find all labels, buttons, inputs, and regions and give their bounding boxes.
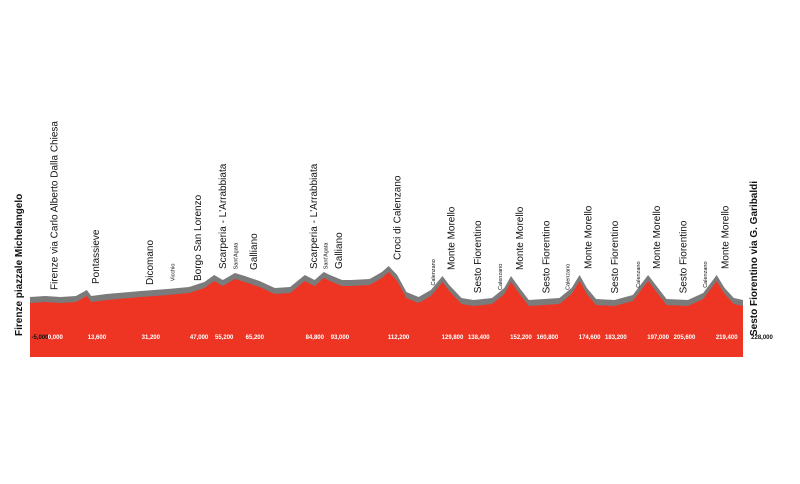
place-label: Sesto Fiorentino <box>473 220 484 293</box>
place-label: Sesto Fiorentino <box>541 220 552 293</box>
distance-label: 160,800 <box>537 335 559 341</box>
distance-label: 138,400 <box>468 335 490 341</box>
distance-label: 84,800 <box>306 335 325 341</box>
place-label: Scarperia - L'Arrabbiata <box>309 163 320 269</box>
place-label: Dicomano <box>145 240 156 285</box>
distance-label: 0,000 <box>48 335 64 341</box>
place-label: Borgo San Lorenzo <box>193 194 204 281</box>
place-label: Sesto Fiorentino <box>679 220 690 293</box>
distance-label: 93,000 <box>331 335 350 341</box>
place-label: Galliano <box>334 232 345 269</box>
place-label: Galliano <box>249 233 260 270</box>
distance-label: 31,200 <box>142 335 161 341</box>
place-label: Calenzano <box>703 262 709 288</box>
distance-label: 112,200 <box>388 335 410 341</box>
distance-label: 47,000 <box>190 335 209 341</box>
place-label: Sant'Agata <box>233 242 239 270</box>
distance-label: 174,600 <box>579 335 601 341</box>
distance-label: 55,200 <box>215 335 234 341</box>
place-label: Firenze via Carlo Alberto Dalla Chiesa <box>49 121 60 290</box>
distance-label: 152,200 <box>510 335 532 341</box>
distance-label: 129,800 <box>442 335 464 341</box>
place-label: Monte Morello <box>515 206 526 270</box>
place-label: Sesto Fiorentino <box>610 220 621 293</box>
profile-area <box>30 272 743 357</box>
place-label: Calenzano <box>636 262 642 288</box>
distance-label: 205,600 <box>674 335 696 341</box>
place-label: Scarperia - L'Arrabbiata <box>218 163 229 269</box>
place-label: Calenzano <box>565 264 571 290</box>
distance-label: -5,000 <box>31 335 49 341</box>
distance-label: 13,600 <box>88 335 107 341</box>
place-label: Monte Morello <box>652 205 663 269</box>
place-label: Firenze piazzale Michelangelo <box>14 194 25 336</box>
distance-label: 197,000 <box>647 335 669 341</box>
place-label: Monte Morello <box>584 205 595 269</box>
place-label: Sant'Agata <box>324 242 330 270</box>
distance-label: 228,000 <box>751 335 773 341</box>
place-label: Sesto Fiorentino via G. Garibaldi <box>749 181 760 336</box>
place-label: Croci di Calenzano <box>393 175 404 260</box>
distance-label: 65,200 <box>246 335 265 341</box>
place-label: Pontassieve <box>91 229 102 284</box>
place-label: Monte Morello <box>721 205 732 269</box>
place-label: Monte Morello <box>447 206 458 270</box>
place-label: Calenzano <box>498 264 504 290</box>
distance-label: 219,400 <box>716 335 738 341</box>
place-label: Vicchio <box>171 264 177 282</box>
place-label: Calenzano <box>431 259 437 285</box>
distance-label: 183,200 <box>605 335 627 341</box>
